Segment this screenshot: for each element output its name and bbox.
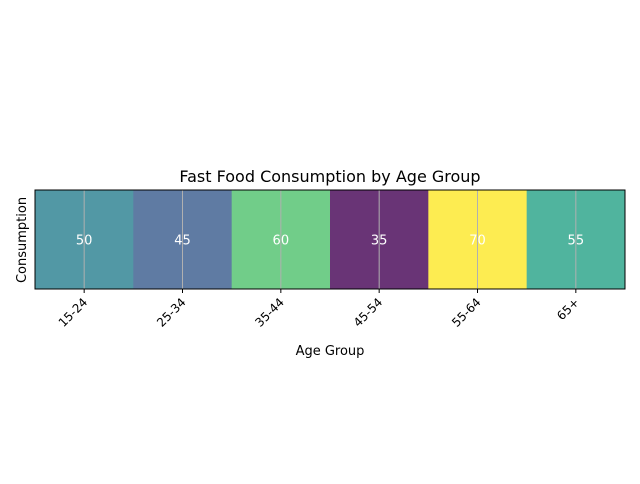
heatmap-cells xyxy=(35,190,626,289)
cell-value-labels: 50 45 60 35 70 55 xyxy=(76,234,584,249)
grid-lines xyxy=(83,190,577,289)
cell-value-label: 60 xyxy=(273,234,290,249)
x-axis-ticks: 15-24 25-34 35-44 45-54 55-64 65+ xyxy=(56,289,582,330)
cell-value-label: 70 xyxy=(469,234,486,249)
chart-title: Fast Food Consumption by Age Group xyxy=(179,167,480,186)
y-axis-label: Consumption xyxy=(15,197,30,283)
x-tick-label: 55-64 xyxy=(449,295,484,330)
x-tick-label: 15-24 xyxy=(56,295,91,330)
cell-value-label: 45 xyxy=(174,234,191,249)
cell-value-label: 55 xyxy=(568,234,585,249)
x-axis-label: Age Group xyxy=(296,344,365,359)
x-tick-label: 45-54 xyxy=(351,295,386,330)
x-tick-label: 35-44 xyxy=(252,295,287,330)
cell-value-label: 35 xyxy=(371,234,388,249)
cell-value-label: 50 xyxy=(76,234,93,249)
x-tick-label: 25-34 xyxy=(154,295,189,330)
x-tick-label: 65+ xyxy=(554,295,582,323)
plot-frame xyxy=(34,189,626,290)
